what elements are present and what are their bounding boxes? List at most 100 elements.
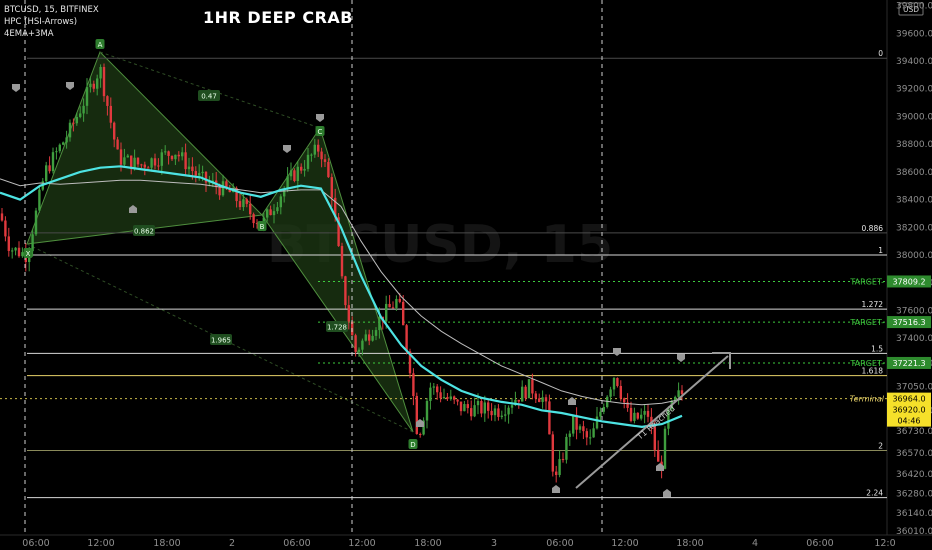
candle-body (4, 220, 7, 237)
candle-body (677, 390, 680, 397)
candle-body (595, 416, 599, 429)
pattern-point-badge (95, 39, 105, 49)
candle-body (585, 431, 588, 438)
candle-body (517, 399, 520, 402)
candle-body (327, 161, 330, 178)
candles (0, 63, 684, 483)
candle-body (551, 434, 554, 472)
candle-body (629, 407, 633, 421)
target-price-value: 37809.2 (892, 277, 925, 286)
candle-body (266, 209, 269, 218)
candle-body (17, 247, 21, 257)
indicator-label[interactable]: 4EMA+3MA (4, 29, 54, 39)
candle-body (480, 400, 483, 414)
x-tick-label: 12:0 (874, 538, 895, 549)
candle-body (14, 247, 17, 251)
candle-body (429, 387, 432, 401)
candle-body (640, 414, 643, 419)
y-tick-label: 36010.0 (896, 527, 932, 537)
pattern-points: X A B C D 0.47 0.862 1.728 1.965 (23, 39, 418, 449)
arrow-down-icon (283, 145, 291, 153)
fib-level-label: 1.618 (862, 367, 884, 376)
plot-area[interactable] (0, 0, 887, 535)
candle-body (123, 157, 126, 165)
arrow-up-icon (663, 489, 671, 497)
candle-body (527, 379, 531, 399)
candle-body (531, 379, 534, 394)
candle-body (45, 165, 48, 182)
candle-body (96, 78, 99, 89)
candle-body (21, 252, 24, 257)
pattern-point-badge (257, 221, 267, 231)
candle-body (653, 427, 656, 450)
arrow-down-icon (677, 354, 685, 362)
candle-body (31, 234, 34, 252)
price-axis[interactable] (887, 0, 932, 550)
candle-body (493, 408, 497, 416)
candle-body (657, 449, 660, 462)
candle-body (0, 213, 4, 221)
candle-body (283, 188, 286, 197)
candle-body (147, 167, 150, 169)
candle-body (194, 171, 197, 176)
currency-badge[interactable] (898, 2, 924, 16)
candle-body (463, 404, 466, 412)
symbol-info[interactable]: BTCUSD, 15, BITFINEX (4, 5, 99, 15)
candle-body (7, 236, 10, 251)
candle-body (340, 246, 344, 277)
x-tick-label: 12:00 (348, 538, 375, 549)
candle-body (130, 155, 133, 170)
target-price-tag[interactable] (887, 275, 931, 288)
last-price-tag[interactable] (887, 392, 931, 427)
candle-body (544, 397, 548, 402)
candle-body (92, 83, 95, 89)
candle-body (626, 402, 629, 408)
candle-body (524, 386, 527, 399)
ratio-badge (133, 225, 155, 236)
candle-body (293, 170, 296, 182)
arrow-up-icon (416, 419, 424, 427)
candle-body (422, 420, 425, 435)
projection-line (575, 355, 729, 489)
arrow-down-icon (316, 114, 324, 122)
candle-body (34, 210, 38, 235)
candle-body (235, 188, 238, 202)
candle-body (667, 408, 670, 429)
target-price-tag[interactable] (887, 316, 931, 329)
arrow-up-icon (129, 205, 137, 213)
candle-body (398, 298, 401, 302)
candle-body (113, 122, 116, 140)
candle-body (51, 152, 55, 172)
last-price-value: 36920.0 (892, 406, 925, 415)
candle-body (572, 415, 575, 434)
candle-body (470, 408, 473, 417)
candle-body (330, 177, 333, 198)
candle-body (490, 410, 493, 416)
fib-level-label: 2.24 (866, 489, 883, 498)
candle-body (286, 176, 289, 189)
arrow-down-icon (613, 348, 621, 356)
candle-body (238, 201, 242, 208)
candle-body (126, 155, 129, 158)
candle-body (313, 144, 316, 155)
indicator-label[interactable]: HPC (HSI-Arrows) (4, 17, 77, 27)
candle-body (310, 154, 313, 156)
ratio-label: 0.862 (134, 228, 154, 236)
candle-body (204, 171, 208, 183)
candle-body (300, 166, 303, 171)
candle-body (643, 410, 646, 415)
candle-body (306, 154, 310, 169)
candle-body (514, 399, 517, 406)
candle-body (402, 301, 405, 326)
candle-body (38, 189, 41, 211)
candle-body (160, 152, 163, 166)
candle-body (419, 433, 422, 435)
y-tick-label: 36730.0 (896, 427, 932, 437)
candle-body (602, 406, 605, 412)
target-price-tag[interactable] (887, 356, 931, 369)
x-tick-label: 2 (229, 538, 235, 549)
candle-body (405, 325, 408, 352)
chart-title: 1HR DEEP CRAB (203, 8, 353, 27)
candle-body (521, 386, 524, 402)
